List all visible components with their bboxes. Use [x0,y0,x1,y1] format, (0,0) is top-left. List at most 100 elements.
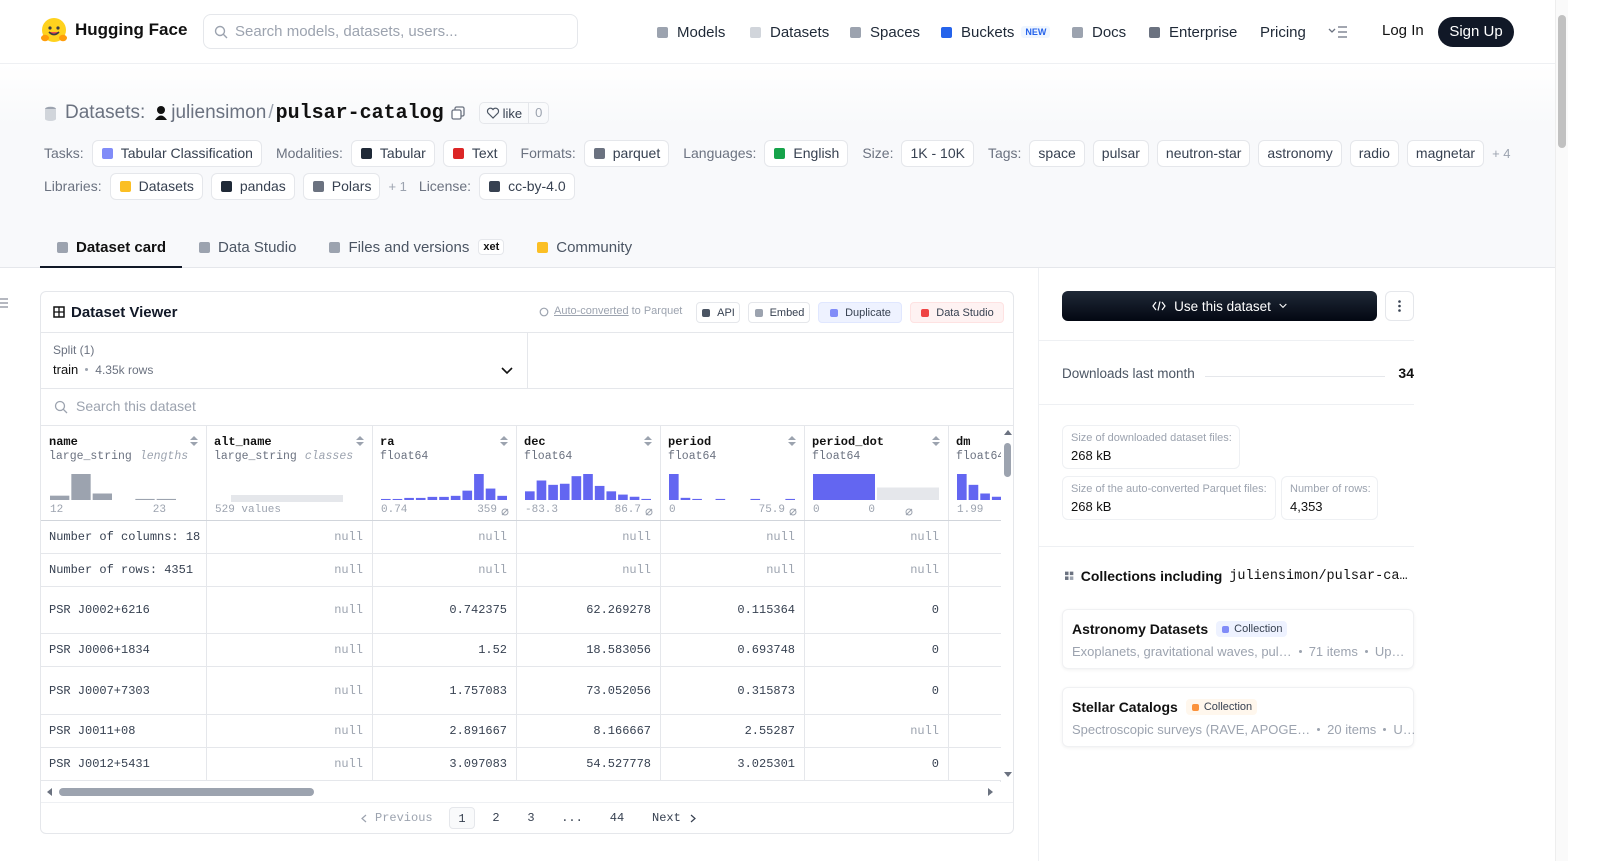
histogram-bar[interactable] [877,487,939,500]
histogram-bar[interactable] [450,495,461,500]
table-cell[interactable]: 3.097083 [373,748,517,780]
table-cell[interactable]: 8.166667 [517,715,661,747]
tag-label[interactable]: magnetar [1415,145,1476,161]
action-label[interactable]: Data Studio [936,306,994,319]
histogram-bar[interactable] [156,498,176,500]
viewer-action[interactable]: Embed [748,302,810,323]
horizontal-scroll-thumb[interactable] [59,788,314,796]
table-cell[interactable]: Number of rows: 4351 [42,554,207,586]
tag-label[interactable]: neutron-star [1165,145,1242,161]
table-cell[interactable]: 0 [805,587,949,633]
nav-label[interactable]: Spaces [870,23,921,41]
tag-label[interactable]: 1K - 10K [910,145,965,161]
pagination-next[interactable]: Next [652,811,681,825]
vertical-scroll-thumb[interactable] [1004,443,1011,477]
column-name[interactable]: name [49,435,78,449]
viewer-action[interactable]: Duplicate [818,302,902,323]
tab[interactable]: Data Studio [182,230,312,268]
nav-label[interactable]: Buckets [961,23,1015,41]
tag-chip[interactable]: Datasets [109,172,203,200]
table-cell[interactable]: PSR J0006+1834 [42,634,207,666]
histogram-bar[interactable] [50,495,70,500]
histogram-bar[interactable] [404,497,414,500]
table-cell[interactable]: null [517,521,661,553]
nav-item[interactable]: Buckets NEW [940,22,1051,42]
histogram-bar[interactable] [525,491,535,500]
table-cell[interactable] [949,667,1001,714]
nav-item[interactable]: Models [656,22,725,42]
table-cell[interactable]: null [207,748,373,780]
tab-label[interactable]: Data Studio [218,238,297,256]
more-button[interactable] [1385,291,1414,321]
tag-chip[interactable]: Polars [302,172,381,200]
histogram-bar[interactable] [980,493,990,501]
histogram-bar[interactable] [559,483,570,500]
nav-label[interactable]: Models [677,23,726,41]
tag-label[interactable]: Text [471,145,498,161]
tag-label[interactable]: space [1038,145,1076,161]
login-link[interactable]: Log In [1382,22,1424,39]
histogram-bar[interactable] [571,476,582,500]
tag-chip[interactable]: pandas [210,172,295,200]
like-button[interactable]: like 0 [478,102,550,124]
histogram-bar[interactable] [629,496,640,500]
column-name[interactable]: dec [524,435,546,449]
split-select[interactable]: train 4.35k rows [53,362,153,377]
table-cell[interactable]: 2.55287 [661,715,805,747]
table-cell[interactable]: 1.757083 [373,667,517,714]
table-cell[interactable]: 0.742375 [373,587,517,633]
tag-label[interactable]: pandas [239,178,286,194]
tab[interactable]: Community [520,230,648,268]
pagination-previous[interactable]: Previous [375,811,433,825]
viewer-action[interactable]: Data Studio [910,302,1004,323]
page-scroll-thumb[interactable] [1558,15,1566,148]
table-cell[interactable]: null [517,554,661,586]
tag-more[interactable]: + 4 [1492,145,1511,161]
pagination-page[interactable]: 2 [492,811,500,825]
table-cell[interactable]: null [805,715,949,747]
table-cell[interactable] [949,634,1001,666]
histogram-bar[interactable] [991,496,1001,500]
brand[interactable]: Hugging Face [75,20,188,39]
action-label[interactable]: API [717,306,735,319]
collections-repo[interactable]: juliensimon/pulsar-catalog [1229,568,1414,584]
table-cell[interactable]: null [207,715,373,747]
tag-chip[interactable]: Text [442,139,507,167]
tab[interactable]: Files and versions xet [312,230,520,268]
table-cell[interactable]: null [661,554,805,586]
table-cell[interactable]: 18.583056 [517,634,661,666]
histogram-bar[interactable] [92,493,112,501]
tag-chip[interactable]: 1K - 10K [901,139,974,167]
logo[interactable] [40,17,68,45]
action-label[interactable]: Embed [769,306,805,319]
tag-chip[interactable]: pulsar [1092,139,1149,167]
tab-label[interactable]: Files and versions [348,238,470,256]
tag-label[interactable]: parquet [612,145,661,161]
table-cell[interactable]: 0.115364 [661,587,805,633]
tag-chip[interactable]: parquet [583,139,670,167]
dataset-search-placeholder[interactable]: Search this dataset [76,398,196,414]
tag-chip[interactable]: magnetar [1406,139,1485,167]
pagination-page[interactable]: ... [561,811,583,825]
histogram-bar[interactable] [606,491,617,500]
histogram-bar[interactable] [474,474,484,500]
use-dataset-label[interactable]: Use this dataset [1174,298,1271,314]
table-cell[interactable] [949,587,1001,633]
tag-chip[interactable]: radio [1349,139,1399,167]
table-cell[interactable]: Number of columns: 18 [42,521,207,553]
dataset-name[interactable]: pulsar-catalog [275,101,444,125]
tag-label[interactable]: radio [1358,145,1390,161]
tag-label[interactable]: English [793,145,840,161]
histogram-bar[interactable] [439,496,449,500]
tag-chip[interactable]: neutron-star [1156,139,1251,167]
tag-label[interactable]: Tabular [379,145,426,161]
column-name[interactable]: period [668,435,712,449]
tab-label[interactable]: Dataset card [76,238,167,256]
nav-item[interactable]: Pricing [1260,22,1306,42]
tab[interactable]: Dataset card [40,230,183,268]
histogram-bar[interactable] [692,498,702,500]
viewer-action[interactable]: API [696,302,740,323]
tag-more[interactable]: + 1 [388,178,407,194]
histogram-bar[interactable] [750,498,761,500]
converted-link[interactable]: Auto-converted [554,305,629,317]
